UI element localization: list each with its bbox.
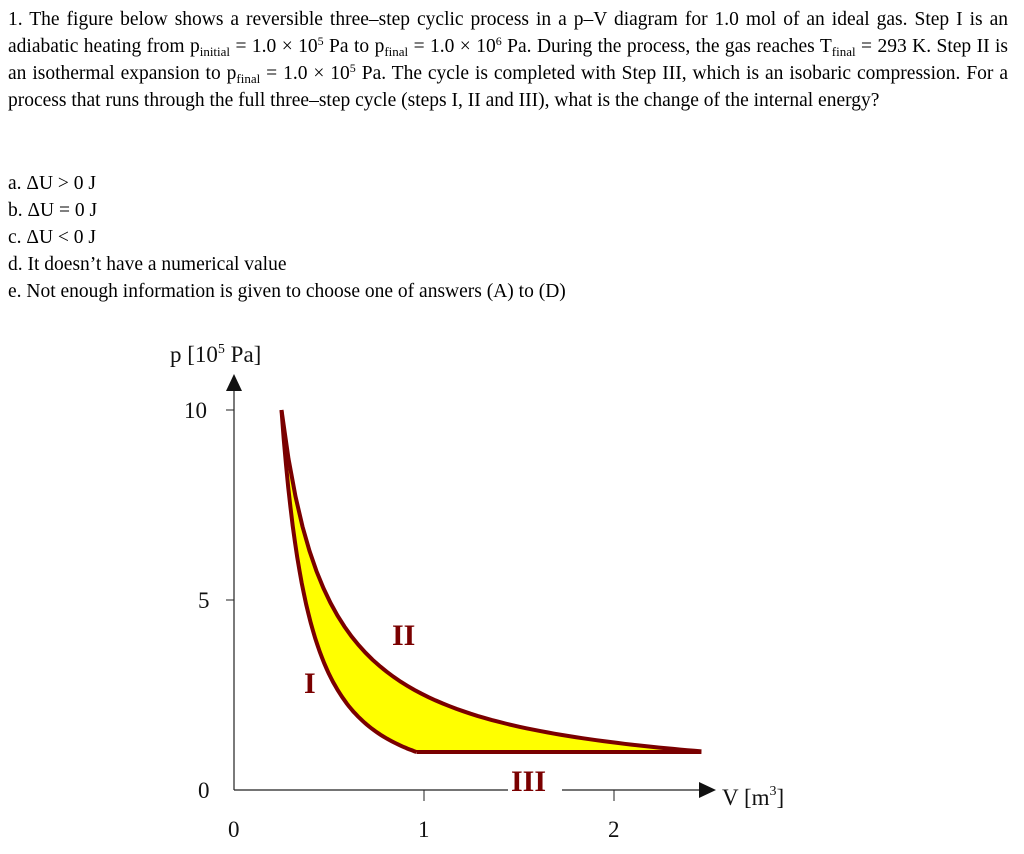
subscript: final: [236, 71, 261, 86]
y-tick-label: 5: [198, 588, 210, 613]
y-axis-arrow-icon: [226, 374, 242, 391]
x-tick-label: 2: [608, 817, 620, 842]
question-part: = 293 K. Step II is an isothermal expans…: [8, 36, 1009, 84]
subscript: initial: [199, 44, 231, 59]
step-label-i: I: [304, 667, 316, 700]
superscript: 5: [349, 61, 356, 75]
option-d[interactable]: d. It doesn’t have a numerical value: [8, 254, 287, 275]
step-label-ii: II: [392, 619, 415, 652]
step-label-iii: III: [511, 765, 546, 798]
answer-options: a. ΔU > 0 J b. ΔU = 0 J c. ΔU < 0 J d. I…: [8, 170, 566, 305]
question-part: Pa to p: [323, 36, 385, 57]
question-part: = 1.0 × 10: [408, 36, 496, 57]
x-tick-label: 1: [418, 817, 430, 842]
x-axis-arrow-icon: [699, 782, 716, 798]
x-axis-label: V [m3]: [722, 784, 784, 810]
question-text: 1. The figure below shows a reversible t…: [8, 6, 1008, 114]
subscript: final: [831, 44, 856, 59]
x-tick-label: 0: [228, 817, 240, 842]
option-e[interactable]: e. Not enough information is given to ch…: [8, 281, 566, 302]
question-number: 1.: [8, 9, 23, 30]
question-part: = 1.0 × 10: [230, 36, 318, 57]
subscript: final: [384, 44, 409, 59]
step-label-iii-background: [508, 770, 562, 798]
option-c[interactable]: c. ΔU < 0 J: [8, 227, 96, 248]
option-b[interactable]: b. ΔU = 0 J: [8, 200, 98, 221]
option-a[interactable]: a. ΔU > 0 J: [8, 173, 96, 194]
step-i-adiabatic-curve: [279, 409, 418, 754]
superscript: 6: [495, 34, 502, 48]
question-part: Pa. The cycle is completed with Step III…: [8, 63, 1009, 111]
question-part: = 1.0 × 10: [260, 63, 350, 84]
question-part: Pa. During the process, the gas reaches …: [501, 36, 832, 57]
question-part: The figure below shows a reversible thre…: [8, 9, 1008, 57]
superscript: 5: [317, 34, 324, 48]
y-tick-label: 10: [184, 398, 207, 423]
step-ii-isothermal-curve: [279, 409, 702, 754]
y-axis-label: p [105 Pa]: [170, 342, 261, 367]
y-tick-label: 0: [198, 778, 210, 803]
